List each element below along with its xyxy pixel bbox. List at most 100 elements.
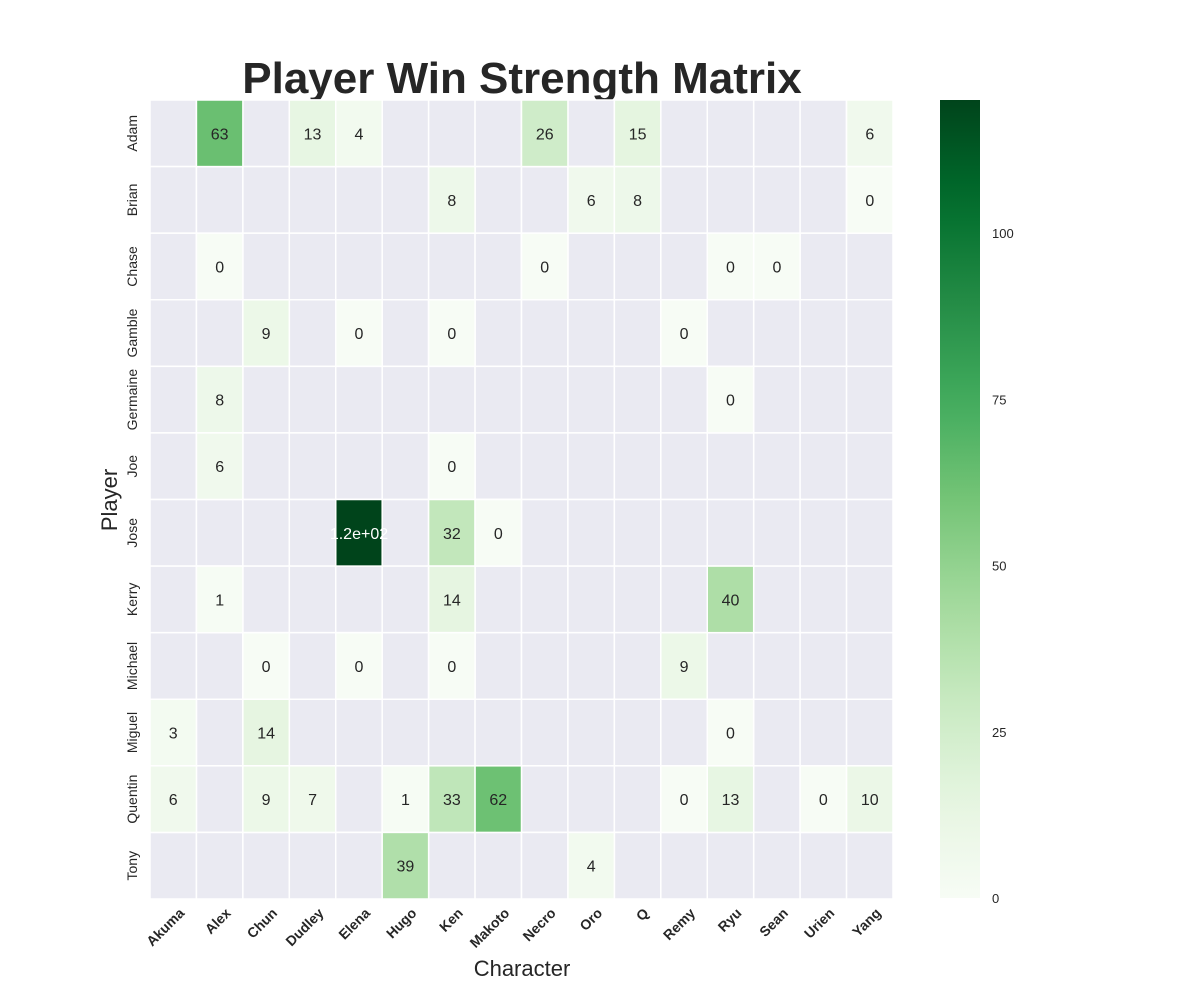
cell-value-label: 40	[722, 592, 740, 609]
heatmap-cell	[335, 631, 383, 701]
cell-value-label: 1	[215, 592, 224, 609]
heatmap-cell	[242, 299, 291, 368]
heatmap-cell	[845, 765, 894, 834]
heatmap-empty-cell	[288, 432, 337, 501]
cell-value-label: 8	[447, 193, 456, 210]
heatmap-empty-cell	[381, 565, 430, 634]
x-tick-labels: Akuma Alex Chun Dudley Elena Hugo Ken Makoto Nec…	[143, 905, 884, 951]
cell-value-label: 0	[447, 326, 456, 343]
colorbar-tick-label: 100	[992, 226, 1014, 241]
heatmap-empty-cell	[242, 232, 291, 301]
heatmap-cell	[288, 99, 337, 168]
heatmap-empty-cell	[660, 432, 708, 501]
heatmap-cell	[427, 631, 476, 701]
heatmap-empty-cell	[381, 698, 430, 767]
heatmap-empty-cell	[149, 165, 198, 234]
cell-value-label: 0	[262, 659, 271, 676]
heatmap-empty-cell	[845, 498, 894, 567]
y-tick-label: Adam	[124, 115, 140, 152]
cell-value-label: 9	[262, 792, 271, 809]
heatmap-empty-cell	[752, 165, 801, 234]
heatmap-empty-cell	[706, 165, 755, 234]
heatmap-cell	[660, 631, 708, 701]
heatmap-empty-cell	[845, 299, 894, 368]
heatmap-cell	[474, 498, 523, 567]
heatmap-empty-cell	[335, 565, 383, 634]
x-tick-label: Ryu	[715, 905, 745, 935]
cell-value-label: 6	[587, 193, 596, 210]
heatmap-empty-cell	[427, 698, 476, 767]
heatmap-empty-cell	[660, 498, 708, 567]
cell-value-label: 14	[443, 592, 461, 609]
heatmap-empty-cell	[660, 698, 708, 767]
heatmap-empty-cell	[242, 365, 291, 434]
heatmap-empty-cell	[335, 432, 383, 501]
heatmap-cell	[427, 565, 476, 634]
cell-value-label: 14	[257, 726, 275, 743]
heatmap-cell	[335, 498, 383, 567]
colorbar-tick-label: 0	[992, 891, 999, 906]
cell-value-label: 13	[304, 126, 322, 143]
heatmap-empty-cell	[242, 165, 291, 234]
heatmap-empty-cell	[288, 365, 337, 434]
heatmap-empty-cell	[195, 165, 244, 234]
colorbar-tick-label: 25	[992, 725, 1006, 740]
heatmap-cell	[660, 299, 708, 368]
cell-value-label: 1	[401, 792, 410, 809]
heatmap-empty-cell	[520, 698, 569, 767]
heatmap-empty-cell	[799, 299, 848, 368]
heatmap-empty-cell	[520, 498, 569, 567]
heatmap-cell	[195, 365, 244, 434]
x-tick-label: Dudley	[282, 905, 326, 949]
heatmap-cell	[799, 765, 848, 834]
heatmap-cell	[195, 565, 244, 634]
heatmap-cell	[567, 165, 616, 234]
cell-value-label: 4	[355, 126, 364, 143]
heatmap-empty-cell	[567, 232, 616, 301]
heatmap-cell	[845, 165, 894, 234]
cell-value-label: 13	[722, 792, 740, 809]
heatmap-empty-cell	[752, 565, 801, 634]
heatmap-cell	[706, 765, 755, 834]
heatmap-empty-cell	[381, 165, 430, 234]
heatmap-empty-cell	[845, 831, 894, 900]
cell-value-label: 4	[587, 859, 596, 876]
y-tick-label: Brian	[124, 184, 140, 217]
heatmap-empty-cell	[845, 232, 894, 301]
heatmap-cell	[613, 165, 662, 234]
heatmap-cell	[242, 698, 291, 767]
x-tick-label: Elena	[335, 905, 373, 943]
cell-value-label: 0	[680, 792, 689, 809]
heatmap-empty-cell	[149, 232, 198, 301]
heatmap-empty-cell	[752, 99, 801, 168]
cell-value-label: 0	[355, 659, 364, 676]
heatmap-empty-cell	[474, 631, 523, 701]
heatmap-cell	[613, 99, 662, 168]
heatmap-empty-cell	[195, 498, 244, 567]
heatmap-empty-cell	[520, 365, 569, 434]
heatmap-empty-cell	[335, 698, 383, 767]
cell-value-label: 0	[447, 659, 456, 676]
x-tick-label: Yang	[849, 905, 884, 940]
heatmap-empty-cell	[149, 365, 198, 434]
cell-value-label: 15	[629, 126, 647, 143]
colorbar-ticks: 0 25 50 75 100	[992, 226, 1014, 906]
heatmap-empty-cell	[288, 631, 337, 701]
heatmap-empty-cell	[381, 631, 430, 701]
cell-value-label: 9	[680, 659, 689, 676]
heatmap-empty-cell	[520, 165, 569, 234]
heatmap-cell	[288, 765, 337, 834]
heatmap-empty-cell	[149, 631, 198, 701]
cell-value-label: 6	[865, 126, 874, 143]
heatmap-cell	[706, 232, 755, 301]
heatmap-empty-cell	[195, 631, 244, 701]
heatmap-cell	[520, 232, 569, 301]
heatmap-empty-cell	[706, 432, 755, 501]
heatmap-cell	[335, 99, 383, 168]
y-tick-label: Tony	[124, 851, 140, 881]
heatmap-empty-cell	[474, 232, 523, 301]
heatmap-empty-cell	[660, 565, 708, 634]
heatmap-cell	[427, 432, 476, 501]
cell-value-label: 39	[397, 859, 415, 876]
cell-value-label: 63	[211, 126, 229, 143]
